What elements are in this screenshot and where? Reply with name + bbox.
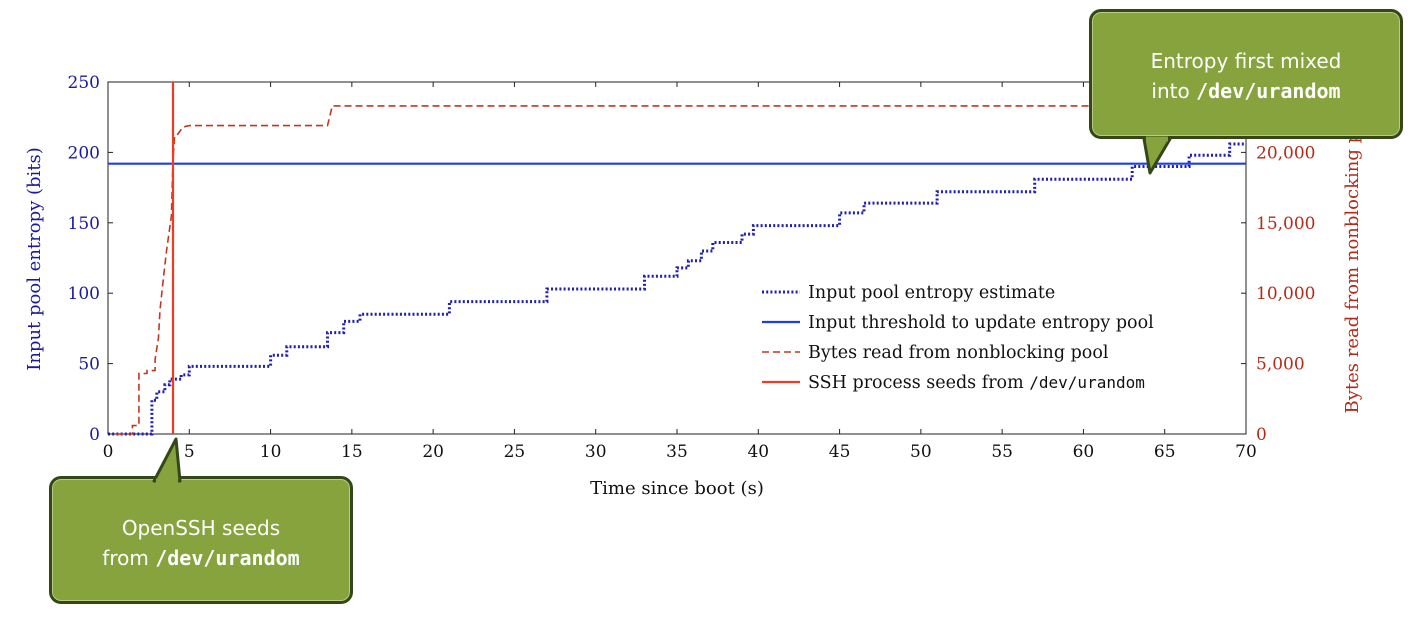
y2-tick-label: 0	[1256, 425, 1267, 445]
x-tick-label: 0	[103, 442, 114, 462]
y-tick-label: 50	[78, 355, 100, 375]
x-tick-label: 40	[747, 442, 769, 462]
legend-label-4: SSH process seeds from /dev/urandom	[808, 373, 1145, 393]
callout-entropy-mixed-line1: Entropy first mixed	[1150, 49, 1342, 73]
callout-pointer	[152, 437, 182, 484]
callout-entropy-mixed-code: /dev/urandom	[1196, 79, 1341, 103]
y-tick-label: 200	[68, 143, 100, 163]
callout-entropy-mixed-line2: into /dev/urandom	[1092, 76, 1400, 106]
callout-openssh-seeds-prefix: from	[102, 546, 156, 570]
x-tick-label: 30	[585, 442, 607, 462]
callout-openssh-seeds-line2: from /dev/urandom	[52, 543, 350, 573]
x-tick-label: 60	[1073, 442, 1095, 462]
y-tick-label: 100	[68, 284, 100, 304]
callout-entropy-mixed: Entropy first mixed into /dev/urandom	[1089, 9, 1403, 175]
x-tick-label: 15	[341, 442, 363, 462]
x-tick-label: 45	[829, 442, 851, 462]
ticks-layer: 0 5 10 15 20 25 30 35 40 45 50 55 60 65 70050100150200…	[68, 73, 1316, 462]
callout-entropy-mixed-prefix: into	[1151, 79, 1197, 103]
legend-label-2: Input threshold to update entropy pool	[808, 313, 1154, 333]
y-tick-label: 0	[89, 425, 100, 445]
y-axis-label: Input pool entropy (bits)	[24, 147, 45, 371]
legend: Input pool entropy estimate Input thresho…	[762, 283, 1154, 393]
y2-tick-label: 20,000	[1256, 143, 1315, 163]
callout-openssh-seeds-line1: OpenSSH seeds	[121, 516, 281, 540]
y-tick-label: 150	[68, 214, 100, 234]
y2-tick-label: 10,000	[1256, 284, 1315, 304]
x-tick-label: 70	[1235, 442, 1257, 462]
x-tick-label: 10	[260, 442, 282, 462]
x-tick-label: 65	[1154, 442, 1176, 462]
y2-tick-label: 5,000	[1256, 355, 1305, 375]
legend-label-3: Bytes read from nonblocking pool	[808, 343, 1109, 363]
x-axis-label: Time since boot (s)	[590, 478, 764, 499]
series-line-3	[116, 105, 1246, 435]
callout-pointer	[1142, 136, 1172, 175]
x-tick-label: 5	[184, 442, 195, 462]
x-tick-label: 55	[991, 442, 1013, 462]
legend-label-1: Input pool entropy estimate	[808, 283, 1055, 303]
series-layer	[108, 82, 1246, 436]
y-tick-label: 250	[68, 73, 100, 93]
callout-openssh-seeds-code: /dev/urandom	[155, 546, 300, 570]
callout-openssh-seeds: OpenSSH seeds from /dev/urandom	[49, 437, 353, 604]
x-tick-label: 20	[422, 442, 444, 462]
y2-tick-label: 15,000	[1256, 214, 1315, 234]
y2-axis-label: Bytes read from nonblocking pool	[1342, 104, 1363, 413]
x-tick-label: 35	[666, 442, 688, 462]
x-tick-label: 50	[910, 442, 932, 462]
x-tick-label: 25	[504, 442, 526, 462]
